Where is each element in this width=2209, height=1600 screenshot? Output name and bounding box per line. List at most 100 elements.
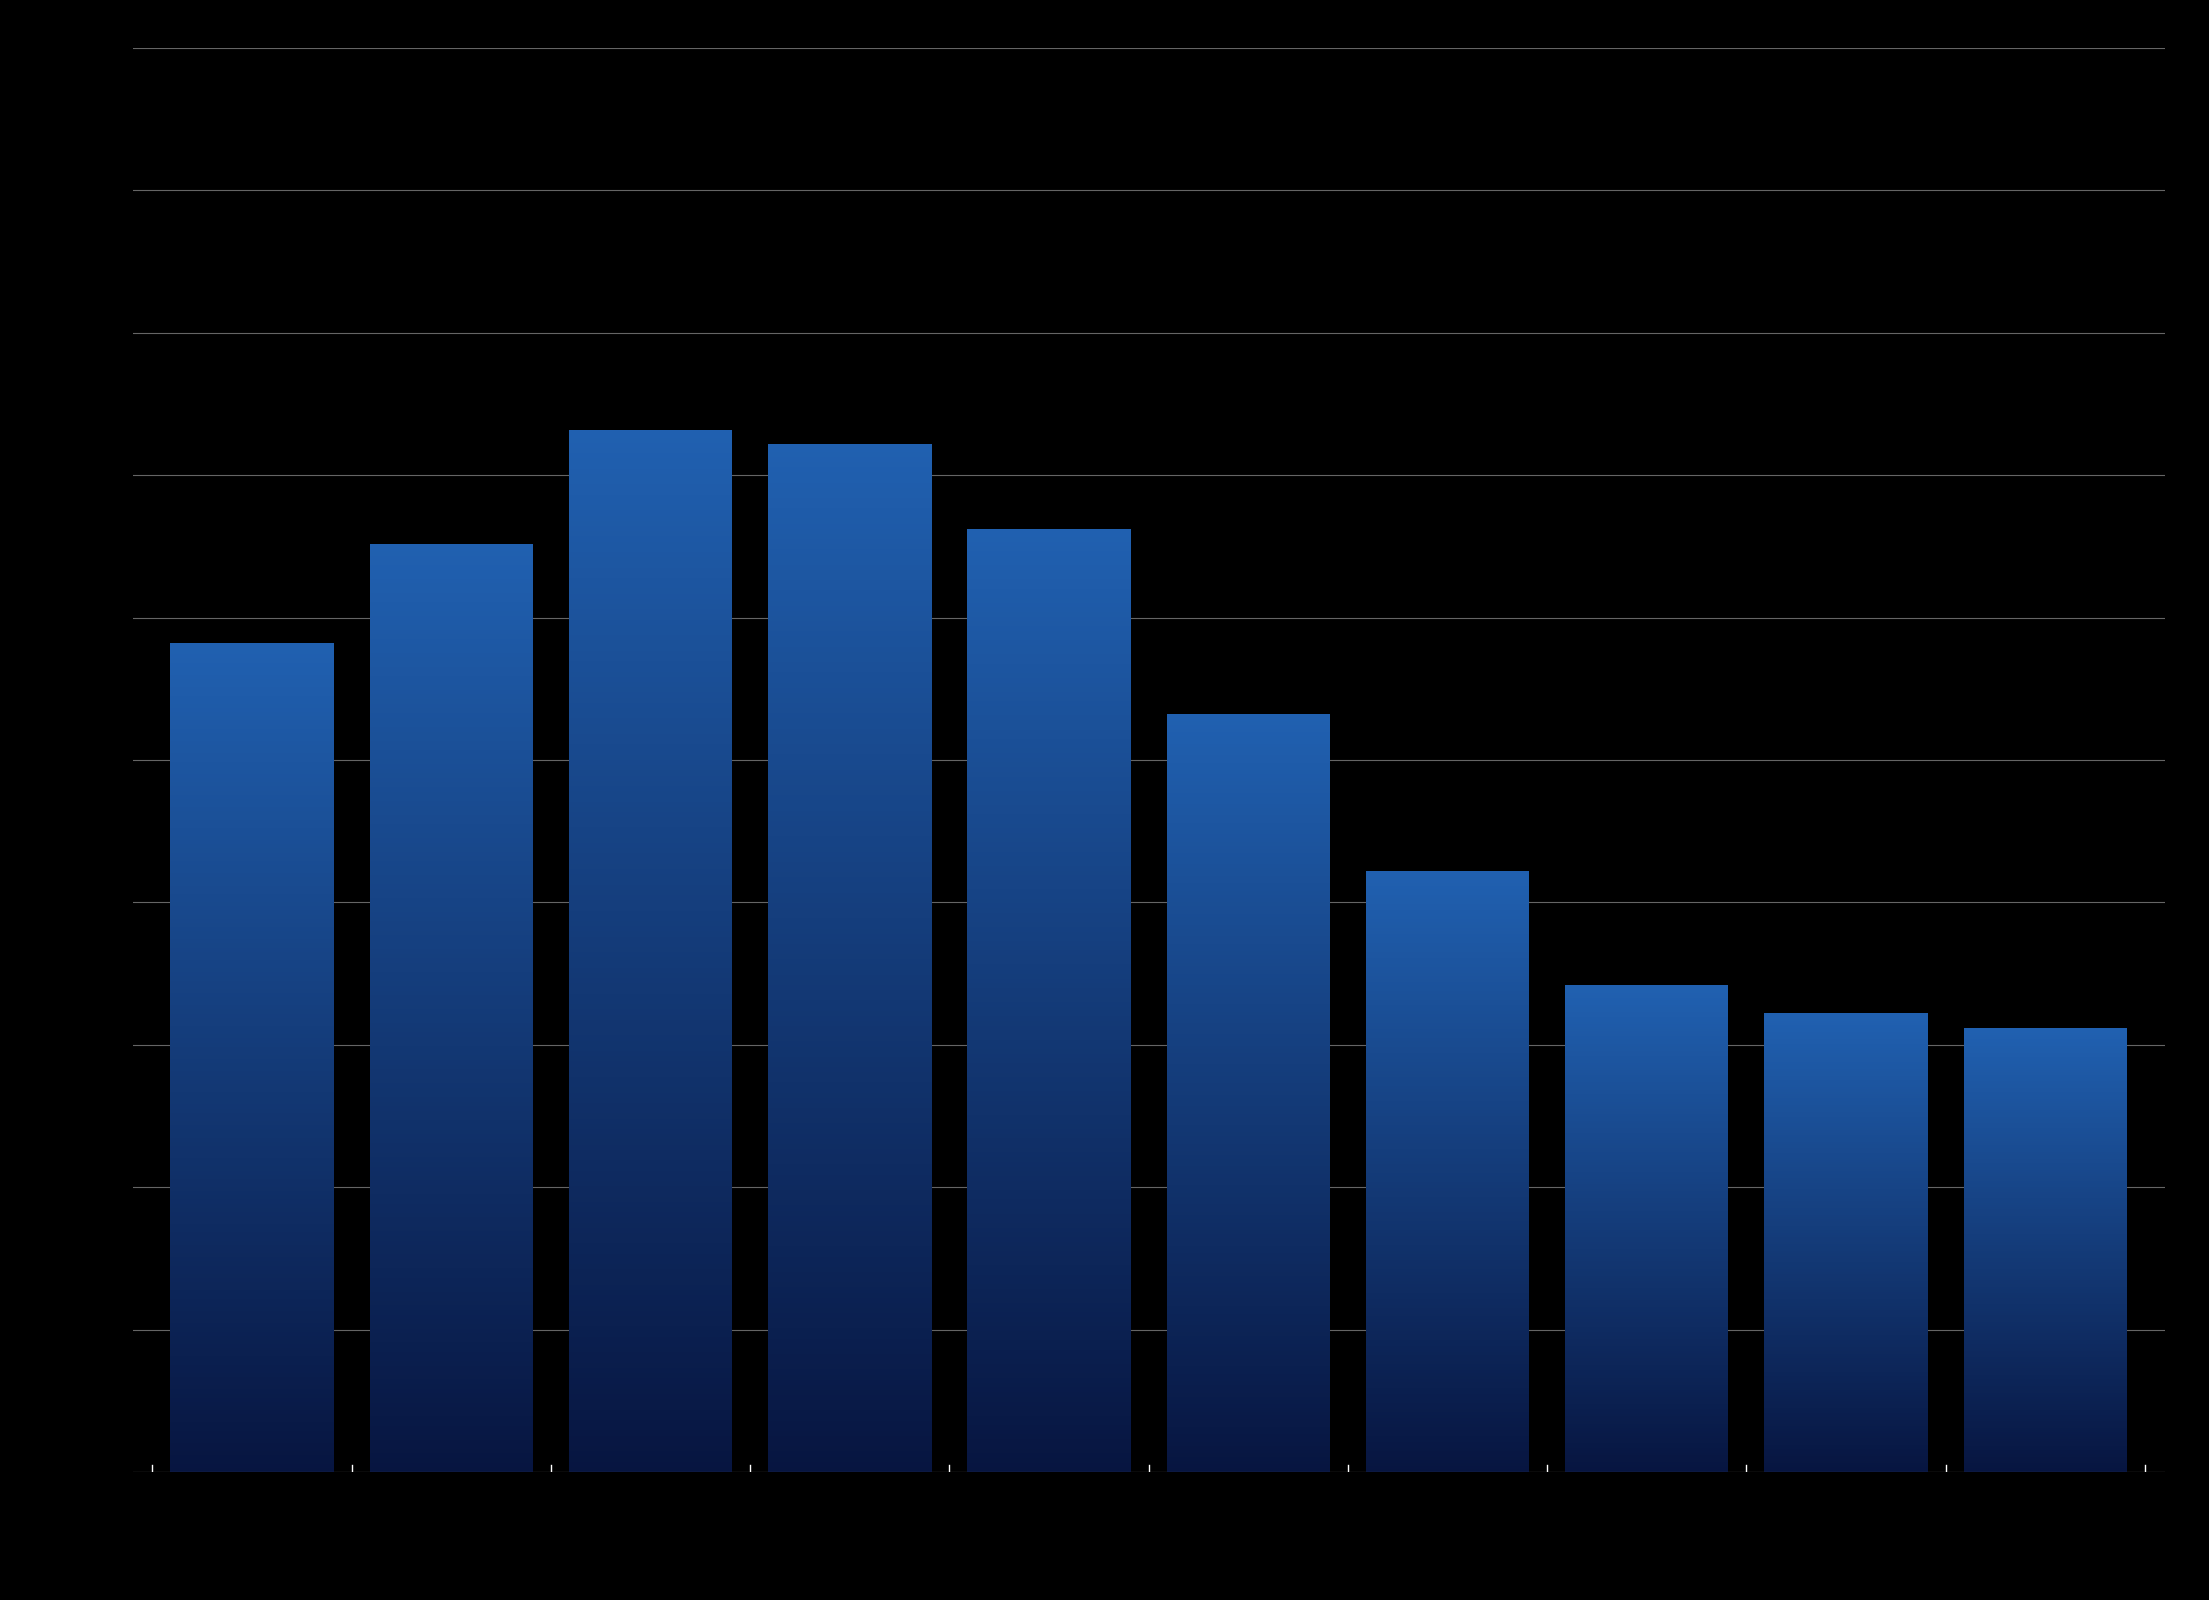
Bar [1166, 771, 1330, 778]
Bar [769, 1110, 932, 1118]
Bar [1566, 1261, 1727, 1266]
Bar [1765, 1203, 1928, 1208]
Bar [769, 829, 932, 837]
Bar [1964, 1298, 2127, 1302]
Bar [968, 760, 1131, 766]
Bar [1166, 813, 1330, 819]
Bar [1566, 1130, 1727, 1136]
Bar [1166, 1080, 1330, 1086]
Bar [1765, 1381, 1928, 1386]
Bar [1365, 1355, 1529, 1362]
Bar [1365, 1059, 1529, 1066]
Bar [369, 554, 532, 560]
Bar [570, 1136, 731, 1144]
Bar [570, 565, 731, 573]
Bar [1166, 827, 1330, 834]
Bar [369, 1363, 532, 1370]
Bar [769, 1141, 932, 1149]
Bar [1365, 973, 1529, 979]
Bar [1566, 1323, 1727, 1330]
Bar [170, 1424, 334, 1430]
Bar [1166, 1443, 1330, 1450]
Bar [369, 766, 532, 773]
Bar [1166, 760, 1330, 766]
Bar [170, 742, 334, 749]
Bar [1964, 1118, 2127, 1123]
Bar [1166, 888, 1330, 894]
Bar [968, 1333, 1131, 1341]
Bar [570, 1246, 731, 1254]
Bar [369, 1275, 532, 1282]
Bar [170, 1333, 334, 1339]
Bar [1166, 1186, 1330, 1192]
Bar [170, 1338, 334, 1344]
Bar [968, 675, 1131, 683]
Bar [1566, 1285, 1727, 1291]
Bar [1566, 1275, 1727, 1280]
Bar [570, 1043, 731, 1051]
Bar [1765, 1323, 1928, 1328]
Bar [1365, 1018, 1529, 1024]
Bar [1365, 904, 1529, 910]
Bar [570, 1427, 731, 1435]
Bar [570, 643, 731, 651]
Bar [1765, 1403, 1928, 1408]
Bar [769, 450, 932, 458]
Bar [1566, 1227, 1727, 1232]
Bar [369, 1302, 532, 1310]
Bar [1765, 1274, 1928, 1278]
Bar [1964, 1078, 2127, 1083]
Bar [968, 1146, 1131, 1152]
Bar [1166, 1046, 1330, 1053]
Bar [1964, 1365, 2127, 1371]
Bar [1166, 1299, 1330, 1306]
Bar [170, 962, 334, 968]
Bar [1566, 1312, 1727, 1317]
Bar [769, 792, 932, 800]
Bar [769, 926, 932, 934]
Bar [170, 1061, 334, 1067]
Bar [570, 1110, 731, 1118]
Bar [1566, 1389, 1727, 1395]
Bar [1365, 1413, 1529, 1418]
Bar [1964, 1138, 2127, 1142]
Bar [1765, 1237, 1928, 1242]
Bar [1964, 1461, 2127, 1466]
Bar [1365, 1008, 1529, 1014]
Bar [769, 1080, 932, 1088]
Bar [1566, 1066, 1727, 1070]
Bar [1765, 1328, 1928, 1333]
Bar [369, 1312, 532, 1320]
Bar [769, 1136, 932, 1144]
Bar [369, 987, 532, 995]
Bar [1566, 1304, 1727, 1310]
Bar [1566, 1288, 1727, 1293]
Bar [170, 1102, 334, 1109]
Bar [1566, 1370, 1727, 1374]
Bar [1964, 1381, 2127, 1386]
Bar [968, 1093, 1131, 1101]
Bar [369, 1067, 532, 1074]
Bar [1365, 1075, 1529, 1080]
Bar [968, 1357, 1131, 1363]
Bar [1365, 1179, 1529, 1186]
Bar [968, 750, 1131, 758]
Bar [170, 907, 334, 915]
Bar [968, 1075, 1131, 1082]
Bar [968, 680, 1131, 688]
Bar [1566, 1413, 1727, 1419]
Bar [769, 1274, 932, 1282]
Bar [1964, 1195, 2127, 1200]
Bar [769, 1438, 932, 1446]
Bar [1964, 1386, 2127, 1390]
Bar [1566, 1326, 1727, 1331]
Bar [570, 1219, 731, 1227]
Bar [170, 1085, 334, 1093]
Bar [1365, 1214, 1529, 1221]
Bar [1566, 1336, 1727, 1341]
Bar [1765, 1080, 1928, 1085]
Bar [570, 1194, 731, 1202]
Bar [170, 808, 334, 816]
Bar [968, 1262, 1131, 1270]
Bar [170, 1427, 334, 1435]
